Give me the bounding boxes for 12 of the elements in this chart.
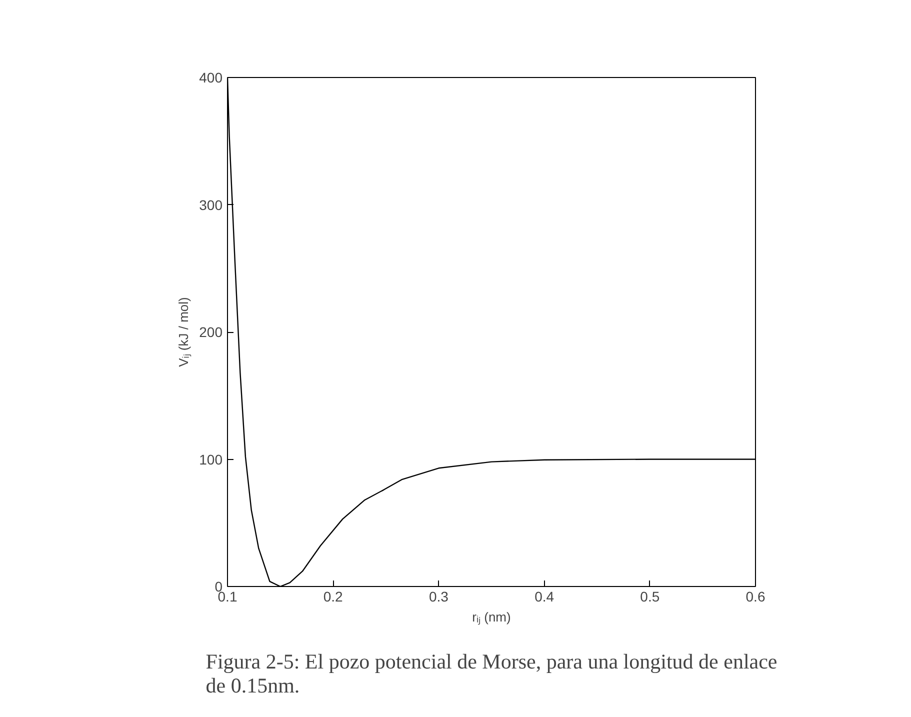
y-tick-label: 400 — [199, 70, 223, 86]
y-tick-label: 300 — [199, 196, 223, 213]
x-tick-label: 0.6 — [746, 588, 766, 604]
x-tick-label: 0.3 — [428, 588, 449, 604]
y-axis-title: Vᵢⱼ (kJ / mol) — [176, 297, 192, 367]
x-tick-label: 0.4 — [534, 588, 554, 604]
text: Figura 2-5: El pozo potencial de Morse, para una longitud de enlace de 0.15nm. — [206, 650, 778, 698]
x-tick-label: 0.2 — [323, 588, 344, 604]
x-axis-title: rᵢⱼ (nm) — [472, 610, 511, 626]
x-tick-label: 0.5 — [640, 588, 660, 604]
y-tick-label: 200 — [199, 324, 223, 340]
y-tick-label: 100 — [199, 451, 223, 468]
